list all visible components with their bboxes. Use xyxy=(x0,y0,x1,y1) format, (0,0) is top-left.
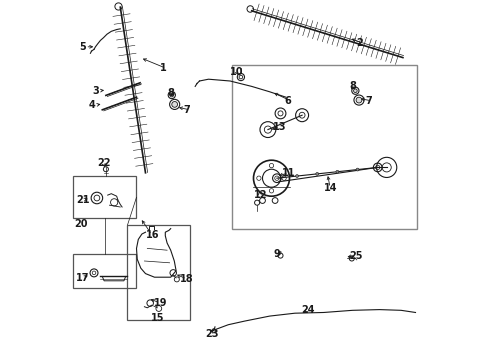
Text: 6: 6 xyxy=(284,96,290,106)
Text: 8: 8 xyxy=(348,81,355,91)
Circle shape xyxy=(335,170,338,173)
Bar xyxy=(73,254,136,288)
Text: 16: 16 xyxy=(145,230,159,240)
Text: 23: 23 xyxy=(204,329,218,339)
Text: 9: 9 xyxy=(273,249,280,259)
Circle shape xyxy=(170,93,173,97)
Bar xyxy=(73,176,136,218)
Text: 4: 4 xyxy=(89,100,96,110)
Text: 12: 12 xyxy=(253,190,266,200)
Text: 20: 20 xyxy=(75,219,88,229)
Text: 2: 2 xyxy=(355,38,362,48)
Text: 17: 17 xyxy=(76,273,90,283)
Text: 15: 15 xyxy=(150,312,164,323)
Text: 8: 8 xyxy=(167,88,174,98)
Circle shape xyxy=(355,97,361,103)
Circle shape xyxy=(295,175,298,177)
Bar xyxy=(127,225,190,320)
Text: 14: 14 xyxy=(323,183,337,193)
Text: 7: 7 xyxy=(183,105,190,115)
Circle shape xyxy=(355,168,358,171)
Bar xyxy=(231,65,416,229)
Text: 25: 25 xyxy=(348,251,362,261)
Text: 24: 24 xyxy=(301,305,314,315)
Text: 7: 7 xyxy=(365,96,371,106)
Text: 13: 13 xyxy=(273,122,286,132)
Circle shape xyxy=(171,102,177,107)
Text: 5: 5 xyxy=(79,42,85,52)
Text: 18: 18 xyxy=(180,274,194,284)
Text: 10: 10 xyxy=(230,67,243,77)
Text: 11: 11 xyxy=(282,168,295,178)
Text: 1: 1 xyxy=(160,63,166,73)
Text: 22: 22 xyxy=(97,158,110,168)
Text: 21: 21 xyxy=(76,195,90,205)
Text: 3: 3 xyxy=(92,86,99,96)
Text: 19: 19 xyxy=(153,298,167,308)
Circle shape xyxy=(353,89,356,93)
Circle shape xyxy=(315,172,318,175)
